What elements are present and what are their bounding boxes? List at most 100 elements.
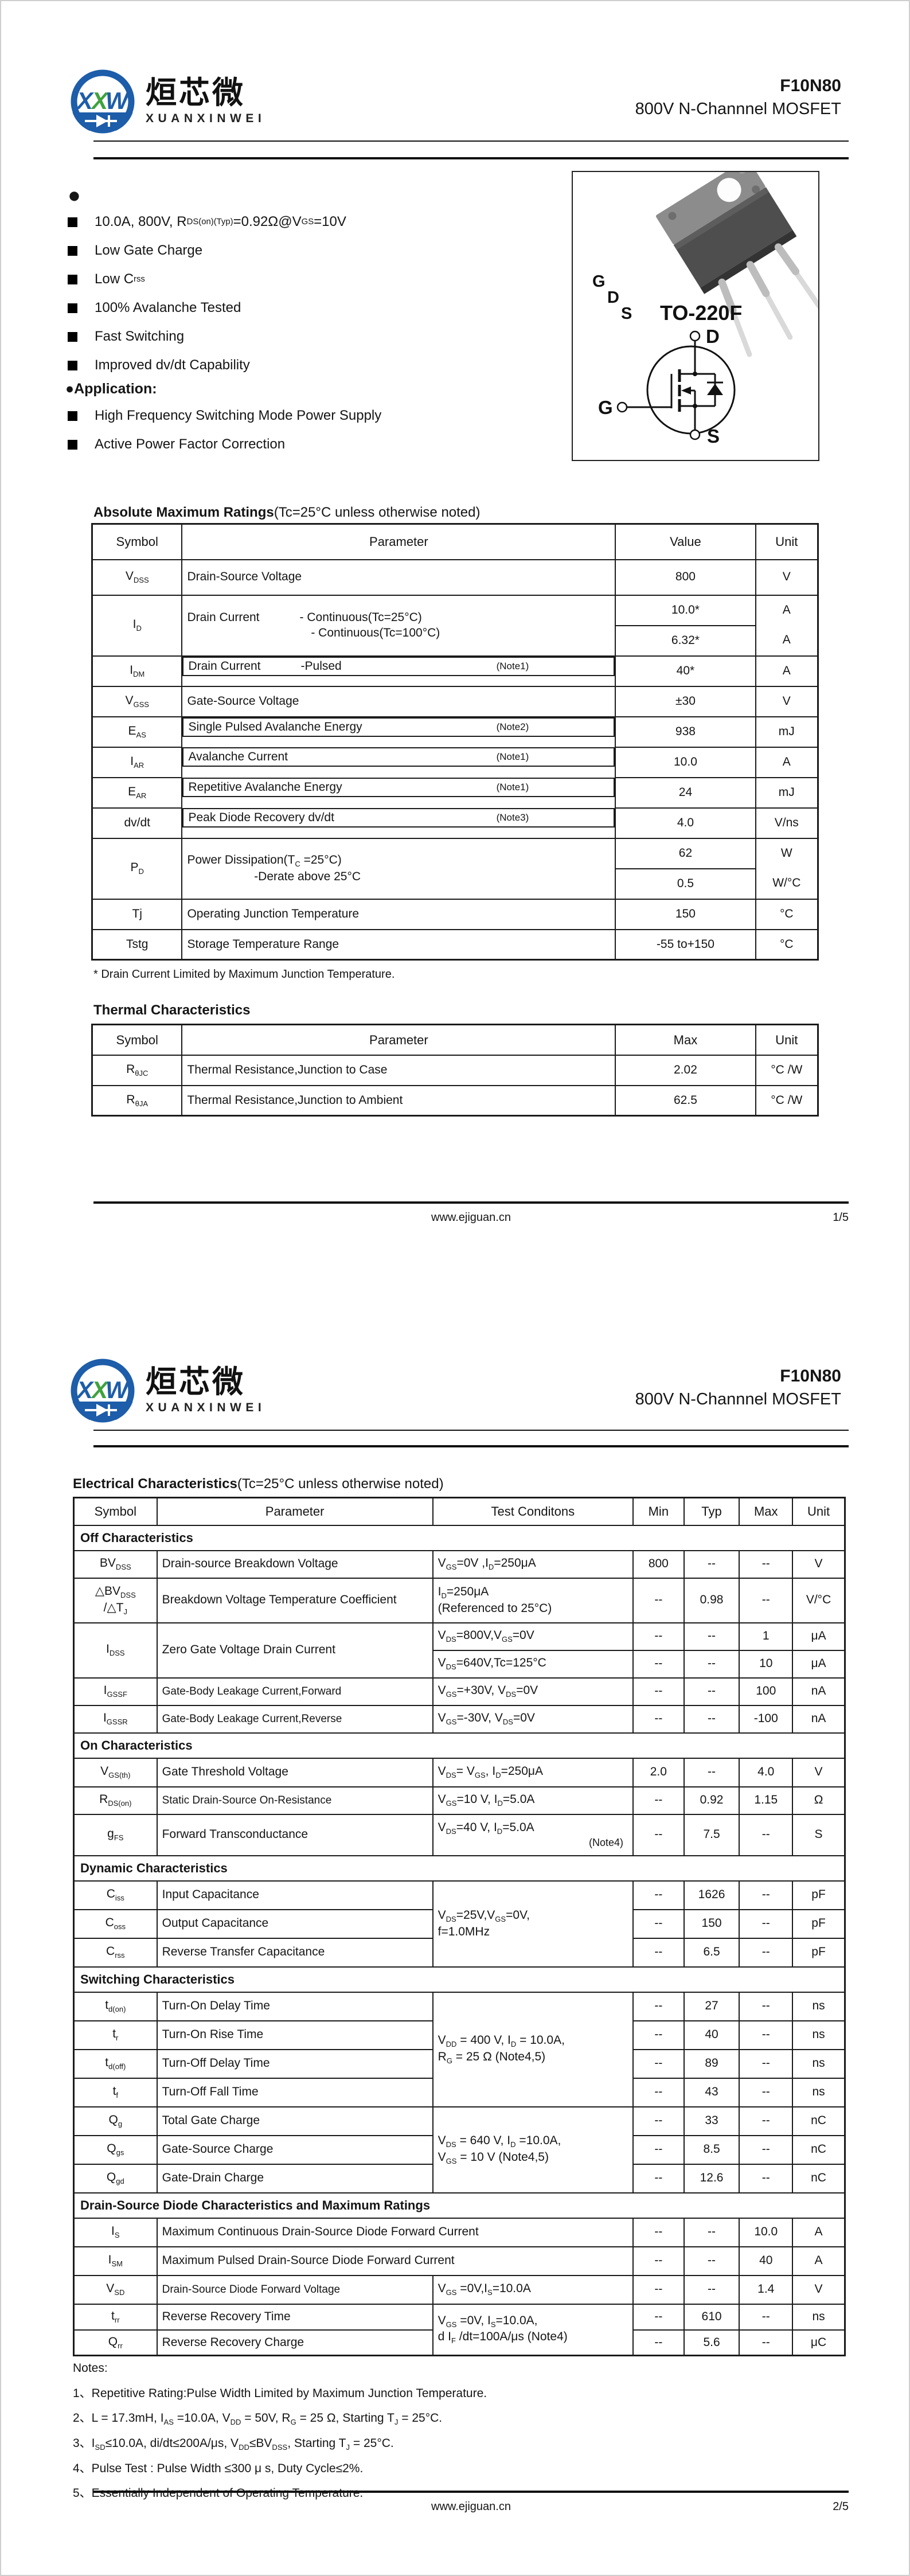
table-cell: tr (73, 2020, 158, 2050)
table-cell: 0.92 (683, 1786, 740, 1815)
logo-diode-icon-p2 (96, 1404, 108, 1416)
header-titles-p2: F10N80 800V N-Channnel MOSFET (635, 1365, 841, 1411)
table-cell: -- (632, 1786, 685, 1815)
table-cell: Maximum Pulsed Drain-Source Diode Forwar… (156, 2246, 634, 2276)
table-cell: V (755, 559, 819, 596)
table-cell: 610 (683, 2303, 740, 2331)
list-item: 1、Repetitive Rating:Pulse Width Limited … (73, 2387, 487, 2400)
table-cell: ns (792, 2020, 846, 2050)
table-cell: IGSSR (73, 1704, 158, 1734)
table-cell: IDSS (73, 1622, 158, 1679)
table-cell: 62.5 (615, 1084, 756, 1117)
table-cell: 10.0* (615, 594, 756, 626)
symbol-label-g: G (598, 397, 613, 418)
table-cell: EAS (91, 716, 183, 748)
logo-monogram-x2-p2: X (91, 1376, 110, 1403)
table-cell: V (755, 685, 819, 717)
table-cell: Output Capacitance (156, 1908, 433, 1939)
thermal-table: Symbol Parameter Max Unit RθJC Thermal Resist… (91, 1024, 819, 1117)
table-cell: -- (739, 2134, 794, 2165)
table-cell: nC (792, 2163, 846, 2193)
table-cell: A (755, 746, 819, 778)
table-cell: Reverse Transfer Capacitance (156, 1937, 433, 1968)
table-cell: Coss (73, 1908, 158, 1939)
table-cell: ns (792, 2048, 846, 2079)
table-cell: μA (792, 1649, 846, 1679)
table-cell: VGS=10 V, ID=5.0A (432, 1786, 634, 1815)
logo-diode-icon (96, 115, 108, 127)
column-header: Value (615, 523, 756, 560)
table-cell: Turn-On Rise Time (156, 2020, 433, 2050)
part-number-p2: F10N80 (780, 1367, 841, 1385)
table-cell: V/ns (755, 807, 819, 839)
table-cell: -- (683, 1549, 740, 1579)
footer-site-p1: www.ejiguan.cn (431, 1211, 511, 1224)
list-item: 10.0A, 800V, R DS(on)(Typ) =0.92Ω@V GS =10V (68, 208, 561, 236)
header-rule-thin (93, 140, 849, 142)
table-cell: -- (632, 2274, 685, 2305)
logo-monogram-w: W (106, 87, 130, 114)
table-cell: pF (792, 1908, 846, 1939)
table-cell: -- (739, 1991, 794, 2021)
table-cell: A (755, 655, 819, 687)
table-cell: nA (792, 1677, 846, 1706)
package-diagram: G D S TO-220F (572, 158, 824, 461)
table-cell: -- (683, 2217, 740, 2247)
footer-page-p1: 1/5 (833, 1211, 849, 1224)
table-cell: -55 to+150 (615, 928, 756, 961)
table-cell: Drain Current - Continuous(Tc=25°C) - Co… (181, 594, 616, 657)
features-list: 10.0A, 800V, R DS(on)(Typ) =0.92Ω@V GS =10V… (68, 208, 561, 380)
table-cell: PD (91, 837, 183, 900)
notes-label: Notes: (73, 2362, 108, 2375)
table-cell: Static Drain-Source On-Resistance (156, 1786, 433, 1815)
table-cell: Thermal Resistance,Junction to Ambient (181, 1084, 616, 1117)
table-cell: 10.0 (615, 746, 756, 778)
elec-table: Symbol Parameter Test Conditons Min Typ Max Un… (73, 1497, 846, 2356)
list-item: High Frequency Switching Mode Power Supp… (68, 401, 561, 430)
table-cell: Turn-Off Fall Time (156, 2077, 433, 2107)
brand-name-en-p2: XUANXINWEI (146, 1401, 266, 1414)
table-cell: 800 (615, 559, 756, 596)
table-cell: nC (792, 2134, 846, 2165)
column-header: Unit (755, 1024, 819, 1056)
table-cell: Total Gate Charge (156, 2106, 433, 2136)
table-cell: -- (683, 1704, 740, 1734)
table-cell: IGSSF (73, 1677, 158, 1706)
table-cell: -- (739, 2048, 794, 2079)
table-cell: V (792, 1549, 846, 1579)
table-cell: -- (632, 1704, 685, 1734)
page-2: X X W 烜芯微 XUANXINWEI F10N80 800V N-Chann… (0, 1288, 910, 2576)
table-cell: -- (632, 2106, 685, 2136)
table-cell: 6.32* (615, 625, 756, 657)
elec-title: Electrical Characteristics (Tc=25°C unle… (73, 1476, 444, 1492)
table-cell: Peak Diode Recovery dv/dt (Note3) (182, 807, 615, 828)
table-cell: -- (739, 1577, 794, 1623)
table-cell: Switching Characteristics (73, 1966, 846, 1993)
table-cell: Drain-Source Voltage (181, 559, 616, 596)
table-cell: td(off) (73, 2048, 158, 2079)
column-header: Min (632, 1497, 685, 1526)
symbol-label-d: D (706, 326, 720, 347)
table-cell: -- (739, 2303, 794, 2331)
table-cell: RθJC (91, 1054, 183, 1086)
table-cell: VDS=40 V, ID=5.0A (Note4) (432, 1813, 634, 1856)
table-cell: 4.0 (615, 807, 756, 839)
brand-logo: X X W 烜芯微 XUANXINWEI (68, 67, 265, 136)
table-cell: Avalanche Current (Note1) (182, 747, 615, 767)
brand-logo-icon-p2: X X W (71, 1359, 135, 1423)
table-cell: Storage Temperature Range (181, 928, 616, 961)
table-cell: td(on) (73, 1991, 158, 2021)
table-cell: °C /W (755, 1054, 819, 1086)
list-item: 4、Pulse Test : Pulse Width ≤300 μ s, Dut… (73, 2462, 364, 2476)
table-cell: VGS =0V, IS=10.0A, d IF /dt=100A/μs (Note… (432, 2303, 634, 2356)
table-cell: VDSS (91, 559, 183, 596)
table-cell: -- (632, 1577, 685, 1623)
footer-site-p2: www.ejiguan.cn (431, 2500, 511, 2513)
table-cell: Drain-Source Diode Forward Voltage (156, 2274, 433, 2305)
table-cell: -- (739, 1813, 794, 1856)
header-rule-thick (93, 157, 849, 159)
page-1: X X W 烜芯微 XUANXINWEI F10N80 800V N-Chann… (0, 0, 910, 1288)
table-cell: Tj (91, 898, 183, 930)
